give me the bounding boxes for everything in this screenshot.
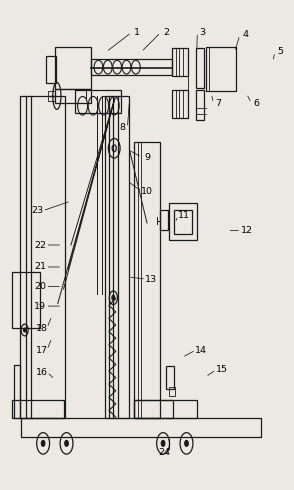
- Bar: [166, 366, 174, 389]
- Bar: [196, 90, 204, 121]
- Bar: [169, 203, 197, 240]
- Bar: [48, 91, 55, 101]
- Text: 21: 21: [34, 263, 46, 271]
- Circle shape: [185, 441, 188, 446]
- Bar: [160, 210, 168, 230]
- Bar: [174, 210, 192, 234]
- Bar: [75, 90, 121, 113]
- Bar: [46, 56, 56, 83]
- Text: 12: 12: [240, 226, 253, 235]
- Bar: [172, 48, 188, 76]
- Bar: [206, 47, 236, 91]
- Text: 15: 15: [216, 365, 228, 374]
- Bar: [172, 90, 188, 118]
- Text: 6: 6: [254, 99, 260, 108]
- Text: 8: 8: [119, 123, 125, 132]
- Bar: [55, 89, 91, 103]
- Circle shape: [161, 441, 165, 446]
- Circle shape: [24, 328, 26, 332]
- Bar: [134, 143, 160, 418]
- Circle shape: [112, 295, 115, 300]
- Bar: [12, 400, 64, 418]
- Text: 11: 11: [178, 211, 190, 220]
- Bar: [20, 96, 65, 418]
- Circle shape: [65, 441, 68, 446]
- Circle shape: [41, 441, 45, 446]
- Text: 1: 1: [134, 28, 140, 37]
- Bar: [196, 48, 204, 88]
- Bar: [169, 387, 175, 396]
- Text: 17: 17: [36, 345, 48, 355]
- Text: 4: 4: [242, 30, 248, 39]
- Text: 20: 20: [34, 282, 46, 291]
- Text: 5: 5: [277, 48, 283, 56]
- Bar: [14, 365, 20, 418]
- Bar: [91, 59, 172, 75]
- Text: 2: 2: [163, 28, 169, 37]
- Text: 23: 23: [31, 206, 43, 215]
- Bar: [55, 47, 91, 89]
- Text: 22: 22: [34, 241, 46, 249]
- Bar: [134, 400, 197, 418]
- Text: 16: 16: [36, 368, 48, 376]
- Text: 9: 9: [144, 152, 150, 162]
- Text: 24: 24: [158, 448, 171, 457]
- Text: 7: 7: [216, 99, 222, 108]
- Text: 14: 14: [195, 345, 207, 355]
- Text: 19: 19: [34, 301, 46, 311]
- Bar: [21, 418, 261, 437]
- Text: 3: 3: [200, 28, 206, 37]
- Bar: [12, 272, 40, 328]
- Text: 10: 10: [141, 187, 153, 196]
- Bar: [105, 96, 129, 418]
- Text: 13: 13: [145, 275, 158, 284]
- Bar: [134, 400, 173, 418]
- Text: 18: 18: [36, 323, 48, 333]
